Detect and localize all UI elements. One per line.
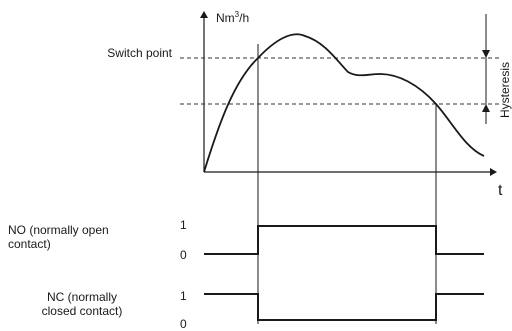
no-contact-label: NO (normally open contact) (8, 223, 178, 251)
y-axis-label: Nm3/h (216, 10, 250, 26)
flow-curve (203, 33, 485, 173)
x-axis-label: t (498, 182, 503, 199)
no-low-level-label: 0 (180, 248, 187, 262)
nc-contact-label: NC (normally closed contact) (14, 290, 150, 318)
no-label-line2: contact) (8, 237, 51, 251)
nc-high-level-label: 1 (180, 289, 187, 303)
no-label-line1: NO (normally open (8, 223, 109, 237)
no-signal-waveform (204, 225, 484, 255)
nc-signal-waveform (204, 293, 484, 321)
y-axis-label-tail: /h (239, 11, 250, 25)
no-high-level-label: 1 (180, 218, 187, 232)
hysteresis-arrow-down (482, 50, 490, 58)
hysteresis-label: Hysteresis (498, 61, 512, 118)
nc-label-line2: closed contact) (41, 304, 123, 318)
y-axis-label-sup: 3 (234, 10, 240, 19)
hysteresis-arrow-up (482, 104, 490, 112)
nc-low-level-label: 0 (180, 317, 187, 331)
y-axis-label-base: Nm (216, 11, 235, 25)
switch-point-label: Switch point (107, 46, 172, 60)
nc-label-line1: NC (normally (46, 290, 117, 304)
